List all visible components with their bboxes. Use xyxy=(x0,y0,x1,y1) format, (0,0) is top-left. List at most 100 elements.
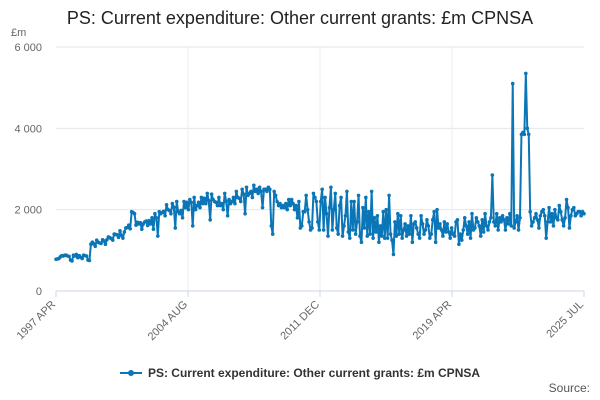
data-point[interactable] xyxy=(217,195,221,200)
data-point[interactable] xyxy=(311,191,316,196)
data-point[interactable] xyxy=(361,205,365,210)
data-point[interactable] xyxy=(420,222,425,226)
data-point[interactable] xyxy=(199,195,204,200)
data-point[interactable] xyxy=(483,211,487,216)
data-point[interactable] xyxy=(515,213,519,218)
data-point[interactable] xyxy=(422,232,426,236)
data-point[interactable] xyxy=(183,205,188,210)
data-point[interactable] xyxy=(182,199,186,204)
data-point[interactable] xyxy=(188,197,192,202)
data-point[interactable] xyxy=(185,200,189,205)
data-point[interactable] xyxy=(385,236,390,240)
data-point[interactable] xyxy=(510,81,515,86)
data-point[interactable] xyxy=(378,224,383,228)
data-point[interactable] xyxy=(99,241,103,246)
data-point[interactable] xyxy=(414,226,419,230)
data-point[interactable] xyxy=(295,216,300,220)
data-point[interactable] xyxy=(154,216,159,220)
data-point[interactable] xyxy=(270,232,275,236)
data-point[interactable] xyxy=(332,207,336,212)
data-point[interactable] xyxy=(481,230,486,234)
data-point[interactable] xyxy=(391,252,396,257)
data-point[interactable] xyxy=(496,228,500,232)
data-point[interactable] xyxy=(377,240,381,244)
data-point[interactable] xyxy=(323,195,327,200)
data-point[interactable] xyxy=(509,224,514,228)
data-point[interactable] xyxy=(237,196,242,201)
data-point[interactable] xyxy=(126,223,131,227)
data-point[interactable] xyxy=(438,222,442,226)
data-point[interactable] xyxy=(205,191,210,196)
data-point[interactable] xyxy=(470,211,474,216)
data-point[interactable] xyxy=(116,235,121,240)
data-point[interactable] xyxy=(67,254,71,259)
data-point[interactable] xyxy=(147,218,151,223)
data-point[interactable] xyxy=(195,203,199,208)
data-point[interactable] xyxy=(353,232,358,236)
data-point[interactable] xyxy=(430,218,435,222)
data-point[interactable] xyxy=(256,191,260,196)
data-point[interactable] xyxy=(499,220,503,224)
data-point[interactable] xyxy=(333,191,338,196)
data-point[interactable] xyxy=(529,224,534,228)
data-point[interactable] xyxy=(310,226,314,230)
data-point[interactable] xyxy=(345,189,349,194)
data-point[interactable] xyxy=(401,228,406,232)
data-point[interactable] xyxy=(359,240,364,244)
data-point[interactable] xyxy=(419,213,423,218)
data-point[interactable] xyxy=(348,236,352,240)
data-point[interactable] xyxy=(305,207,310,212)
data-point[interactable] xyxy=(119,233,124,238)
data-point[interactable] xyxy=(563,216,567,220)
data-point[interactable] xyxy=(513,220,518,224)
data-point[interactable] xyxy=(413,220,418,224)
data-point[interactable] xyxy=(494,211,499,216)
data-point[interactable] xyxy=(300,224,304,228)
data-point[interactable] xyxy=(545,220,550,224)
data-point[interactable] xyxy=(487,220,492,224)
data-point[interactable] xyxy=(400,236,404,240)
data-point[interactable] xyxy=(244,185,249,190)
data-point[interactable] xyxy=(234,189,239,194)
data-point[interactable] xyxy=(350,228,355,232)
data-point[interactable] xyxy=(362,226,367,230)
data-point[interactable] xyxy=(202,196,207,201)
data-point[interactable] xyxy=(260,205,265,210)
data-point[interactable] xyxy=(382,236,387,240)
data-point[interactable] xyxy=(214,200,218,205)
data-point[interactable] xyxy=(387,193,391,198)
data-point[interactable] xyxy=(403,222,407,226)
data-point[interactable] xyxy=(313,195,317,200)
data-point[interactable] xyxy=(227,197,231,202)
data-point[interactable] xyxy=(538,213,543,218)
data-point[interactable] xyxy=(542,213,547,218)
data-point[interactable] xyxy=(317,228,322,232)
data-point[interactable] xyxy=(416,232,420,236)
data-point[interactable] xyxy=(334,226,339,230)
data-point[interactable] xyxy=(369,189,374,194)
data-point[interactable] xyxy=(390,238,394,242)
data-point[interactable] xyxy=(206,198,211,203)
data-point[interactable] xyxy=(221,207,226,212)
data-point[interactable] xyxy=(292,207,297,212)
data-point[interactable] xyxy=(465,232,470,236)
data-point[interactable] xyxy=(448,236,452,240)
data-point[interactable] xyxy=(284,201,288,206)
data-point[interactable] xyxy=(151,227,156,231)
data-point[interactable] xyxy=(121,236,125,240)
data-point[interactable] xyxy=(407,232,412,236)
data-point[interactable] xyxy=(528,209,532,214)
data-point[interactable] xyxy=(208,218,212,222)
data-point[interactable] xyxy=(134,223,138,227)
data-point[interactable] xyxy=(337,203,342,208)
data-point[interactable] xyxy=(163,213,167,218)
data-point[interactable] xyxy=(567,226,572,230)
data-point[interactable] xyxy=(541,207,546,212)
legend[interactable]: PS: Current expenditure: Other current g… xyxy=(0,366,600,380)
data-point[interactable] xyxy=(425,218,429,222)
data-point[interactable] xyxy=(153,211,157,216)
data-point[interactable] xyxy=(535,218,540,222)
data-point[interactable] xyxy=(93,244,98,249)
data-point[interactable] xyxy=(490,173,495,177)
data-point[interactable] xyxy=(177,211,182,216)
